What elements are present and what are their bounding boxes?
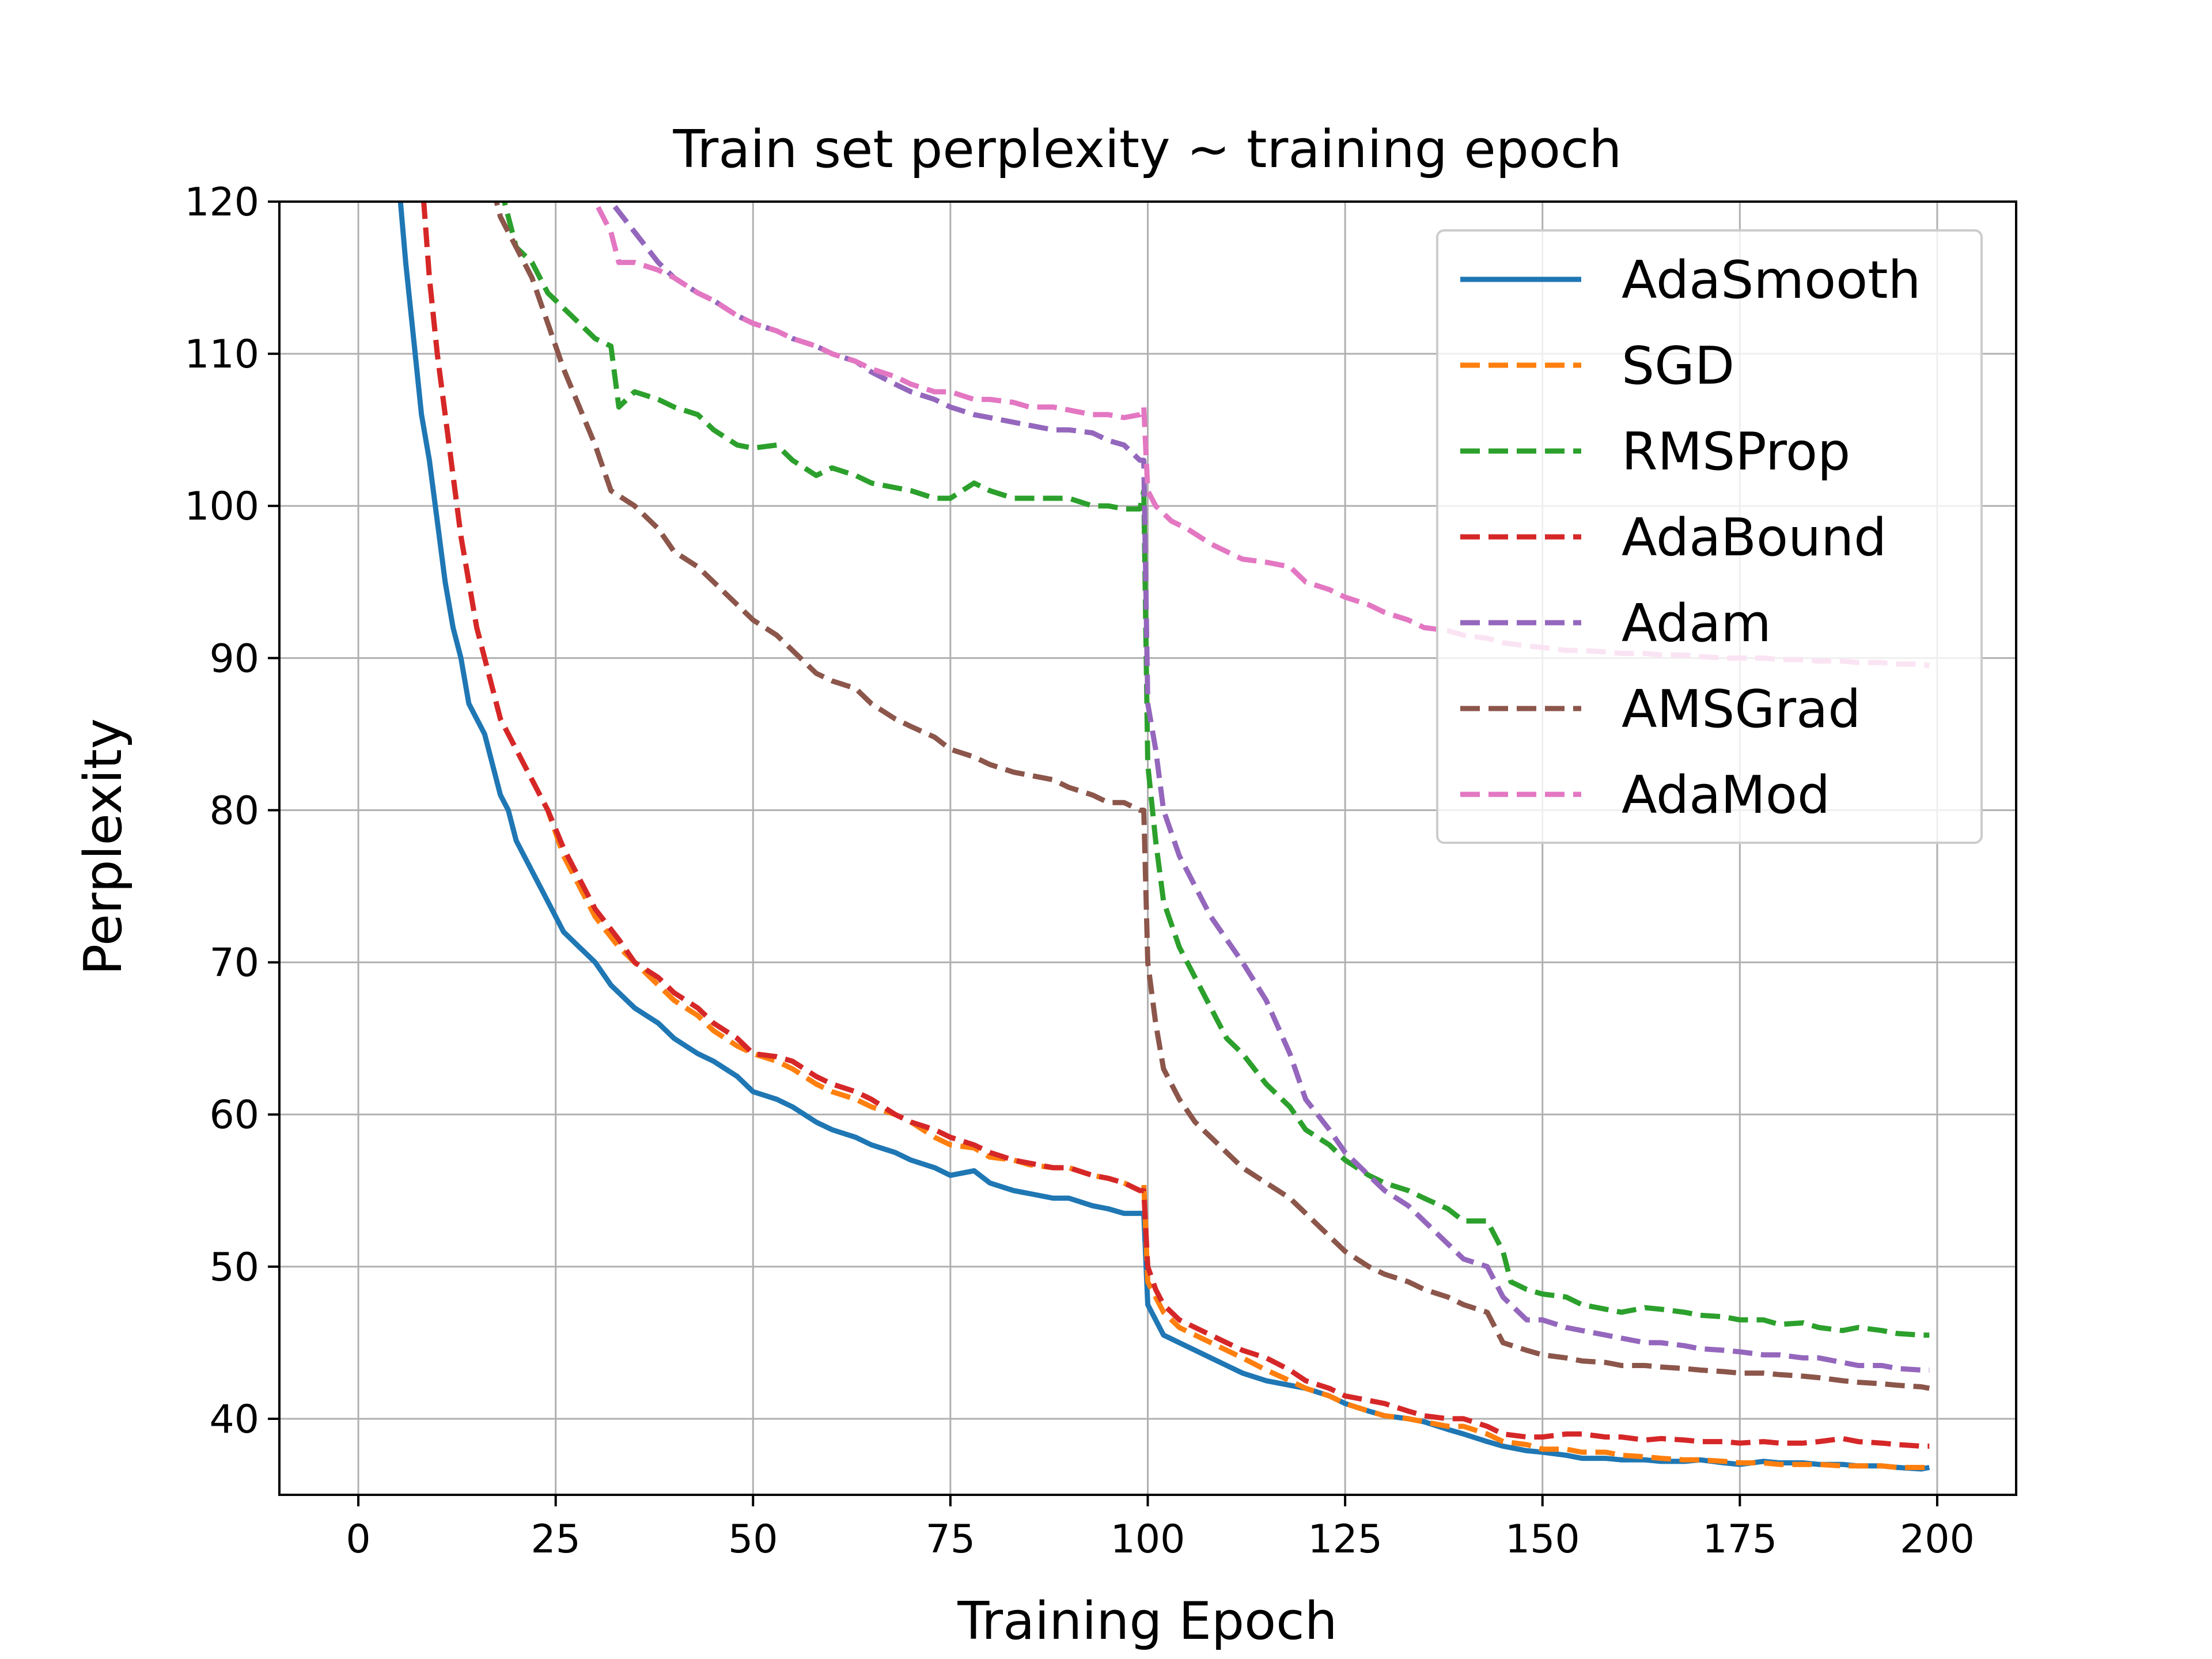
legend-label: SGD — [1622, 336, 1734, 396]
legend-label: AdaBound — [1622, 507, 1887, 568]
y-tick-label: 100 — [184, 484, 259, 529]
legend: AdaSmooth SGD RMSProp AdaBound Adam AMSGrad Ad… — [1436, 229, 1983, 844]
series-layer — [397, 202, 1930, 1472]
legend-box — [1436, 229, 1983, 844]
x-axis: 0 25 50 75 100 125 150 175 200 — [346, 1495, 1975, 1562]
x-tick-label: 75 — [926, 1517, 976, 1562]
legend-label: RMSProp — [1622, 422, 1850, 482]
y-tick-label: 50 — [209, 1245, 259, 1290]
x-tick-label: 0 — [346, 1517, 370, 1562]
y-tick-label: 120 — [184, 180, 259, 225]
y-tick-label: 80 — [209, 788, 259, 834]
series-line-adasmooth — [397, 202, 1930, 1472]
chart-title: Train set perplexity ~ training epoch — [673, 119, 1622, 180]
y-tick-label: 110 — [184, 332, 259, 377]
x-tick-label: 100 — [1111, 1517, 1185, 1562]
legend-label: AdaMod — [1622, 765, 1830, 825]
series-line-adamod — [591, 202, 1930, 669]
legend-label: AdaSmooth — [1622, 250, 1921, 310]
x-tick-label: 125 — [1308, 1517, 1382, 1562]
x-tick-label: 25 — [531, 1517, 581, 1562]
y-tick-label: 40 — [209, 1397, 259, 1442]
x-tick-label: 150 — [1505, 1517, 1580, 1562]
legend-label: AMSGrad — [1622, 679, 1861, 740]
x-tick-label: 200 — [1900, 1517, 1975, 1562]
series-line-rmsprop — [501, 202, 1930, 1338]
y-tick-label: 70 — [209, 941, 259, 986]
x-tick-label: 50 — [728, 1517, 778, 1562]
series-line-adabound — [421, 202, 1930, 1449]
x-axis-label: Training Epoch — [957, 1591, 1337, 1652]
legend-label: Adam — [1622, 593, 1771, 654]
x-tick-label: 175 — [1702, 1517, 1777, 1562]
y-axis-label: Perplexity — [73, 718, 134, 975]
y-tick-label: 90 — [209, 636, 259, 681]
y-axis: 40 50 60 70 80 90 100 110 120 — [184, 180, 279, 1442]
y-tick-label: 60 — [209, 1093, 259, 1138]
